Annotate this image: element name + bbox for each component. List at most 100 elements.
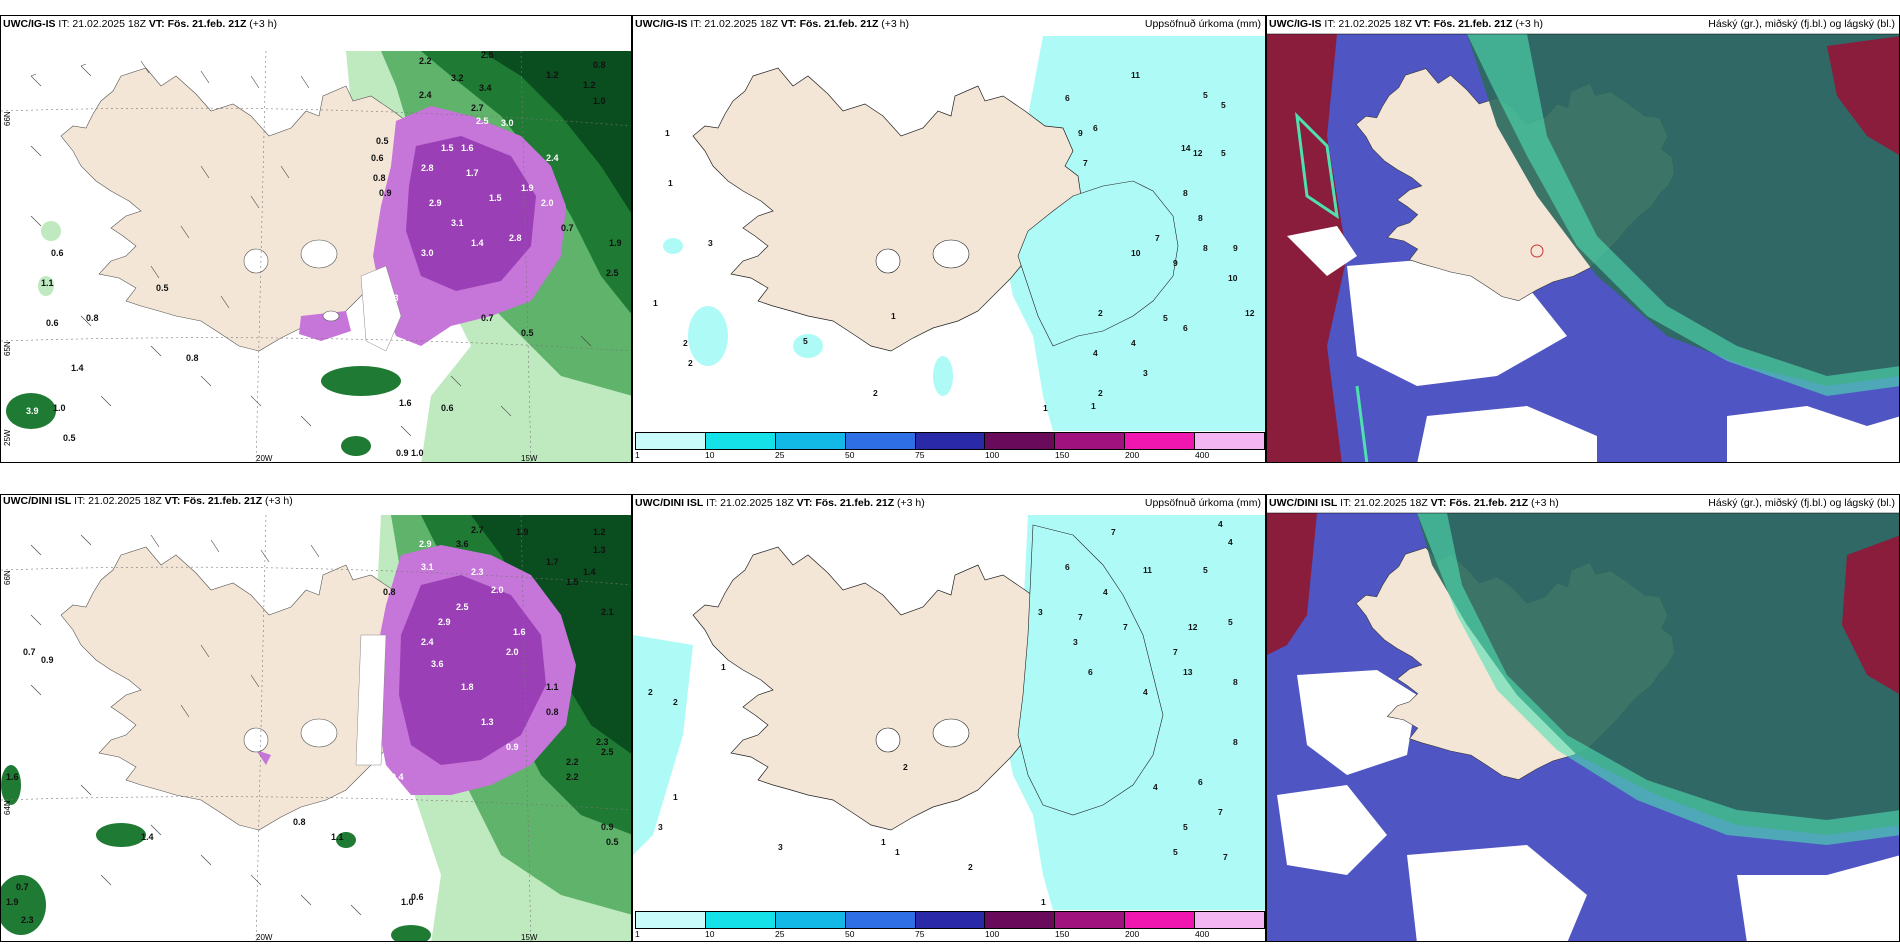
colorbar-tick: 400 (1195, 450, 1210, 460)
colorbar-tick: 10 (705, 450, 715, 460)
valid-time: VT: Fös. 21.feb. 21Z (780, 18, 879, 30)
svg-text:0.5: 0.5 (156, 283, 169, 293)
lead-time: (+3 h) (1531, 497, 1559, 509)
colorbar-bin (915, 433, 986, 449)
accum-values: 11 5 5 6 8 9 12 6 7 9 14 5 10 8 12 4 2 3… (653, 70, 1255, 413)
svg-text:5: 5 (1203, 565, 1208, 575)
colorbar-tick: 1 (635, 450, 640, 460)
cloud-cover-map (1267, 495, 1899, 941)
init-time: IT: 21.02.2025 18Z (1324, 18, 1412, 30)
valid-time: VT: Fös. 21.feb. 21Z (1414, 18, 1513, 30)
svg-text:2.2: 2.2 (566, 757, 579, 767)
svg-text:5: 5 (1203, 90, 1208, 100)
svg-text:7: 7 (1123, 622, 1128, 632)
precip-values: 2.7 3.6 2.9 1.2 1.9 1.3 3.1 2.3 2.0 1.7 … (6, 525, 619, 925)
svg-text:2.1: 2.1 (601, 607, 614, 617)
panel-row1-accum-precip: UWC/IG-IS IT: 21.02.2025 18Z VT: Fös. 21… (632, 15, 1266, 463)
svg-text:2.2: 2.2 (419, 56, 432, 66)
svg-text:1.5: 1.5 (441, 143, 454, 153)
colorbar-tick: 100 (985, 450, 1000, 460)
svg-text:5: 5 (1221, 148, 1226, 158)
svg-text:7: 7 (1083, 158, 1088, 168)
svg-text:1.1: 1.1 (41, 278, 54, 288)
panel-title: UWC/DINI ISL IT: 21.02.2025 18Z VT: Fös.… (1269, 497, 1559, 510)
svg-text:0.8: 0.8 (86, 313, 99, 323)
colorbar-bin (845, 433, 916, 449)
model-name: UWC/DINI ISL (635, 497, 704, 509)
svg-text:0.9: 0.9 (41, 655, 54, 665)
precip-magenta-shading (256, 545, 576, 795)
colorbar-bin (636, 433, 706, 449)
svg-text:0.6: 0.6 (46, 318, 59, 328)
colorbar (635, 432, 1265, 450)
model-name: UWC/DINI ISL (3, 495, 72, 507)
svg-text:1: 1 (891, 311, 896, 321)
svg-text:0.7: 0.7 (561, 223, 574, 233)
colorbar-bin (636, 912, 706, 928)
lead-time: (+3 h) (249, 18, 278, 30)
panel-row1-precip-rate: UWC/IG-IS IT: 21.02.2025 18Z VT: Fös. 21… (0, 15, 632, 463)
svg-text:2.4: 2.4 (419, 90, 432, 100)
svg-text:3: 3 (1073, 637, 1078, 647)
svg-text:1.9: 1.9 (609, 238, 622, 248)
panel-subtitle: Háský (gr.), miðský (fj.bl.) og lágský (… (1708, 497, 1895, 509)
svg-text:0.7: 0.7 (16, 882, 29, 892)
svg-text:2.5: 2.5 (481, 50, 494, 60)
colorbar-bin (775, 912, 846, 928)
svg-text:3: 3 (1143, 368, 1148, 378)
svg-text:0.9: 0.9 (396, 448, 409, 458)
lat-label-25w: 25W (3, 429, 12, 446)
svg-text:5: 5 (803, 336, 808, 346)
panel-row2-accum-precip: UWC/DINI ISL IT: 21.02.2025 18Z VT: Fös.… (632, 494, 1266, 942)
svg-text:1: 1 (668, 178, 673, 188)
lat-label-64n: 64N (3, 800, 12, 815)
svg-text:1.6: 1.6 (461, 143, 474, 153)
panel-subtitle: Uppsöfnuð úrkoma (mm) (1144, 497, 1261, 509)
accum-values: 4 4 7 6 5 3 7 4 11 12 5 7 8 7 13 6 4 8 5… (648, 519, 1238, 907)
svg-text:1: 1 (721, 662, 726, 672)
svg-text:3.6: 3.6 (431, 659, 444, 669)
svg-text:2.7: 2.7 (471, 103, 484, 113)
svg-text:1.6: 1.6 (6, 772, 19, 782)
svg-text:2.4: 2.4 (546, 153, 559, 163)
colorbar-bin (1125, 433, 1196, 449)
svg-text:8: 8 (1233, 677, 1238, 687)
panel-row2-precip-rate: UWC/DINI ISL IT: 21.02.2025 18Z VT: Fös.… (0, 494, 632, 942)
svg-text:2.3: 2.3 (471, 567, 484, 577)
svg-text:0.6: 0.6 (371, 153, 384, 163)
lat-label-65n: 65N (3, 341, 12, 356)
colorbar-tick: 75 (915, 450, 925, 460)
colorbar-tick: 1 (635, 929, 640, 939)
init-time: IT: 21.02.2025 18Z (706, 497, 794, 509)
panel-subtitle: Uppsöfnuð úrkoma (mm) (1144, 18, 1261, 30)
svg-text:1: 1 (673, 792, 678, 802)
svg-text:2: 2 (1098, 388, 1103, 398)
colorbar-tick: 50 (845, 450, 855, 460)
valid-time: VT: Fös. 21.feb. 21Z (148, 18, 247, 30)
svg-text:3: 3 (708, 238, 713, 248)
svg-text:2.7: 2.7 (471, 525, 484, 535)
svg-text:2.8: 2.8 (509, 233, 522, 243)
svg-text:1.0: 1.0 (593, 96, 606, 106)
svg-text:3: 3 (1038, 607, 1043, 617)
precip-rate-map: 2.7 3.6 2.9 1.2 1.9 1.3 3.1 2.3 2.0 1.7 … (1, 495, 631, 941)
svg-text:1.8: 1.8 (461, 682, 474, 692)
svg-text:2: 2 (873, 388, 878, 398)
svg-text:1.7: 1.7 (466, 168, 479, 178)
svg-text:7: 7 (1155, 233, 1160, 243)
lon-label-15w: 15W (521, 933, 538, 942)
panel-title: UWC/IG-IS IT: 21.02.2025 18Z VT: Fös. 21… (3, 18, 277, 31)
svg-text:0.8: 0.8 (383, 587, 396, 597)
svg-text:3.6: 3.6 (456, 539, 469, 549)
init-time: IT: 21.02.2025 18Z (690, 18, 778, 30)
svg-text:1: 1 (1041, 897, 1046, 907)
svg-text:4: 4 (1153, 782, 1158, 792)
svg-text:1.0: 1.0 (401, 897, 414, 907)
svg-text:1: 1 (665, 128, 670, 138)
colorbar-tick: 100 (985, 929, 1000, 939)
svg-text:1.0: 1.0 (411, 448, 424, 458)
panel-row1-clouds: UWC/IG-IS IT: 21.02.2025 18Z VT: Fös. 21… (1266, 15, 1900, 463)
colorbar-bin (1055, 433, 1126, 449)
svg-text:6: 6 (1198, 777, 1203, 787)
init-time: IT: 21.02.2025 18Z (74, 495, 162, 507)
